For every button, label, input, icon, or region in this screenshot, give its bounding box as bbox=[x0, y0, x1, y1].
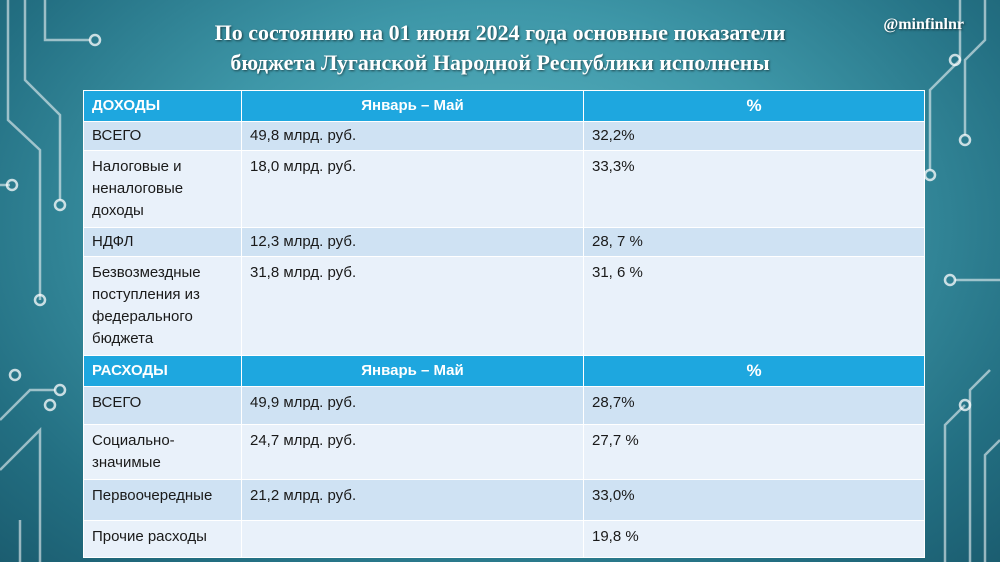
row-percent: 27,7 % bbox=[583, 424, 925, 480]
row-name: ВСЕГО bbox=[83, 386, 242, 425]
row-percent: 28,7% bbox=[583, 386, 925, 425]
budget-table: ДОХОДЫ Январь – Май % ВСЕГО 49,8 млрд. р… bbox=[83, 90, 925, 558]
row-name: Социально-значимые bbox=[83, 424, 242, 480]
row-name: Налоговые и неналоговые доходы bbox=[83, 150, 242, 228]
table-row: ВСЕГО 49,9 млрд. руб. 28,7% bbox=[83, 386, 925, 425]
table-row: Социально-значимые 24,7 млрд. руб. 27,7 … bbox=[83, 424, 925, 480]
row-amount bbox=[241, 520, 584, 558]
row-percent: 32,2% bbox=[583, 121, 925, 151]
row-amount: 24,7 млрд. руб. bbox=[241, 424, 584, 480]
table-row: НДФЛ 12,3 млрд. руб. 28, 7 % bbox=[83, 227, 925, 257]
row-amount: 18,0 млрд. руб. bbox=[241, 150, 584, 228]
table-row: Налоговые и неналоговые доходы 18,0 млрд… bbox=[83, 150, 925, 228]
expenses-header-percent: % bbox=[583, 355, 925, 387]
income-header-row: ДОХОДЫ Январь – Май % bbox=[83, 90, 925, 122]
row-name: Первоочередные bbox=[83, 479, 242, 521]
row-amount: 31,8 млрд. руб. bbox=[241, 256, 584, 356]
row-percent: 33,0% bbox=[583, 479, 925, 521]
table-row: ВСЕГО 49,8 млрд. руб. 32,2% bbox=[83, 121, 925, 151]
table-row: Первоочередные 21,2 млрд. руб. 33,0% bbox=[83, 479, 925, 521]
row-amount: 12,3 млрд. руб. bbox=[241, 227, 584, 257]
page-title: По состоянию на 01 июня 2024 года основн… bbox=[140, 18, 860, 78]
row-amount: 49,8 млрд. руб. bbox=[241, 121, 584, 151]
social-handle: @minfinlnr bbox=[883, 16, 964, 33]
income-header-label: ДОХОДЫ bbox=[83, 90, 242, 122]
table-row: Безвозмездные поступления из федеральног… bbox=[83, 256, 925, 356]
row-name: ВСЕГО bbox=[83, 121, 242, 151]
row-percent: 31, 6 % bbox=[583, 256, 925, 356]
table-row: Прочие расходы 19,8 % bbox=[83, 520, 925, 558]
row-amount: 49,9 млрд. руб. bbox=[241, 386, 584, 425]
income-header-period: Январь – Май bbox=[241, 90, 584, 122]
row-name: НДФЛ bbox=[83, 227, 242, 257]
row-name: Прочие расходы bbox=[83, 520, 242, 558]
row-percent: 33,3% bbox=[583, 150, 925, 228]
title-line-1: По состоянию на 01 июня 2024 года основн… bbox=[214, 20, 786, 45]
expenses-header-period: Январь – Май bbox=[241, 355, 584, 387]
title-line-2: бюджета Луганской Народной Республики ис… bbox=[230, 50, 770, 75]
expenses-header-label: РАСХОДЫ bbox=[83, 355, 242, 387]
income-header-percent: % bbox=[583, 90, 925, 122]
row-name: Безвозмездные поступления из федеральног… bbox=[83, 256, 242, 356]
row-percent: 19,8 % bbox=[583, 520, 925, 558]
row-percent: 28, 7 % bbox=[583, 227, 925, 257]
row-amount: 21,2 млрд. руб. bbox=[241, 479, 584, 521]
expenses-header-row: РАСХОДЫ Январь – Май % bbox=[83, 355, 925, 387]
